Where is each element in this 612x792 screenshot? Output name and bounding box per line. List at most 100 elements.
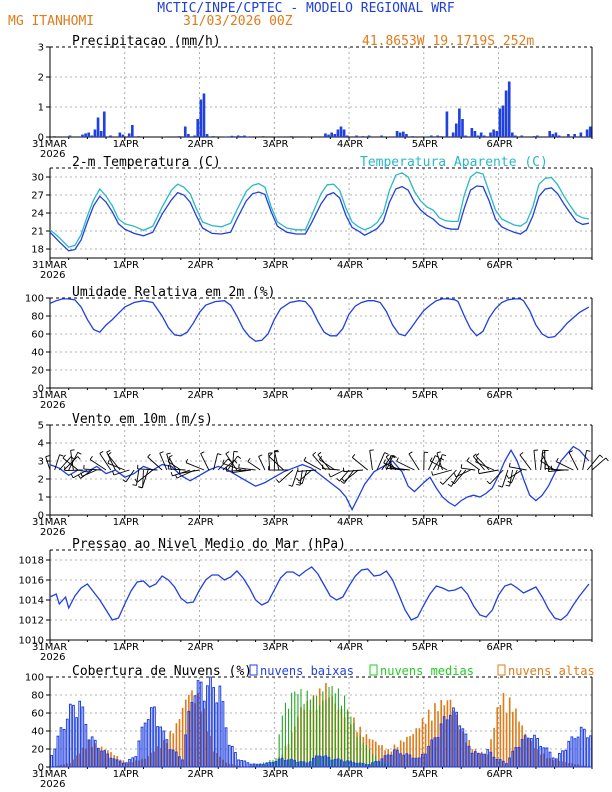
wind-barb <box>168 468 186 471</box>
x-tick-label: 2APR <box>188 642 214 653</box>
cloud-bar-high <box>231 764 234 767</box>
wind-barb <box>299 469 303 486</box>
x-tick-label: 31MAR <box>32 390 67 401</box>
precip-bar <box>224 136 228 137</box>
wind-barb <box>268 456 284 471</box>
precip-bar <box>261 136 265 137</box>
precip-bar <box>473 131 477 137</box>
cloud-bar-low <box>424 753 427 768</box>
wind-barb <box>113 469 130 476</box>
cloud-bar-high <box>583 765 586 767</box>
cloud-bar-high <box>197 693 200 767</box>
wind-barb <box>586 454 601 471</box>
precip-bar <box>205 134 209 137</box>
cloud-bar-low <box>420 753 424 768</box>
wind-barb <box>489 469 504 485</box>
wind-barb-flag <box>166 452 171 455</box>
wind-barb-flag <box>258 454 263 457</box>
wind-barb <box>339 469 350 482</box>
x-tick-label: 5APR <box>412 139 438 150</box>
precip-bar <box>345 135 349 137</box>
precip-bar <box>588 126 592 137</box>
cloud-bar-low <box>274 760 278 768</box>
wind-barb-flag <box>234 459 238 464</box>
x-tick-label: 1APR <box>113 260 139 271</box>
cloud-bar-low <box>290 758 293 768</box>
cloud-bar-mid <box>303 703 305 768</box>
precip-bar <box>398 132 402 137</box>
wind-barb <box>167 461 182 471</box>
cloud-bar-mid <box>322 691 324 768</box>
cloud-bar-low <box>405 753 409 768</box>
wind-barb <box>200 453 210 471</box>
cloud-bar-high <box>119 759 122 767</box>
cloud-bar-mid <box>359 735 361 768</box>
precip-bar <box>501 105 505 137</box>
cloud-bar-low <box>280 757 284 768</box>
precip-bar <box>342 129 346 137</box>
cloud-bar-high <box>421 718 424 767</box>
wind-barb-flag <box>408 451 413 455</box>
wind-barb <box>247 461 261 471</box>
cloud-bar-low <box>349 760 353 768</box>
x-tick-label: 5APR <box>412 260 438 271</box>
cloud-bar-mid <box>328 687 330 768</box>
cloud-bar-low <box>265 762 268 768</box>
cloud-bar-high <box>549 758 552 767</box>
cloud-bar-high <box>552 760 555 767</box>
precip-bar <box>240 136 243 137</box>
wind-barb-flag <box>498 485 503 488</box>
wind-barb-flag <box>556 457 559 462</box>
cloud-bar-low <box>65 718 69 768</box>
y-tick-label: 30 <box>31 173 44 184</box>
precip-bar <box>330 132 333 137</box>
precip-bar <box>274 136 277 137</box>
cloud-bar-low <box>445 719 449 768</box>
cloud-bar-mid <box>294 691 296 768</box>
y-tick-label: 1018 <box>19 556 44 567</box>
cloud-bar-low <box>321 756 325 768</box>
cloud-bar-low <box>159 726 163 768</box>
cloud-bar-high <box>571 763 573 767</box>
cloud-bar-high <box>580 765 583 767</box>
y-tick-label: 18 <box>31 245 44 256</box>
precip-bar <box>121 134 125 137</box>
location-label: MG ITANHOMI <box>8 14 94 29</box>
wind-barb <box>89 459 107 471</box>
cloud-bar-high <box>524 733 527 767</box>
wind-barb-flag <box>436 451 441 454</box>
cloud-bar-high <box>100 746 103 767</box>
cloud-bar-high <box>493 727 495 767</box>
wind-barb <box>222 462 242 471</box>
cloud-bar-low <box>501 760 505 768</box>
precip-bar <box>355 135 358 137</box>
y-tick-label: 1012 <box>19 616 44 627</box>
cloud-bar-low <box>153 706 156 768</box>
cloud-bar-high <box>515 708 517 767</box>
cloud-bar-low <box>259 763 262 768</box>
x-tick-label: 31MAR <box>32 517 67 528</box>
wind-barb-flag <box>200 451 205 454</box>
y-tick-label: 2 <box>38 475 44 486</box>
cloud-bar-low <box>318 755 321 768</box>
precip-bar <box>380 135 383 137</box>
cloud-bar-low <box>564 749 567 768</box>
cloud-bar-high <box>455 714 458 767</box>
cloud-bar-low <box>131 757 135 768</box>
y-tick-label: 40 <box>31 727 44 738</box>
wind-barb-flag <box>112 471 115 476</box>
wind-barb <box>72 469 88 479</box>
precip-bar <box>109 135 112 137</box>
wind-barb <box>343 469 355 484</box>
wind-barb-flag <box>486 480 491 485</box>
x-tick-label: 3APR <box>262 769 288 780</box>
cloud-bar-high <box>169 731 171 767</box>
cloud-bar-high <box>440 700 442 767</box>
wind-barb-flag <box>328 473 331 478</box>
wind-barb-flag <box>159 451 164 454</box>
precip-bar <box>579 132 583 137</box>
wind-barb <box>533 450 537 471</box>
precip-bar <box>327 134 330 137</box>
cloud-bar-low <box>467 745 471 768</box>
x-year-label: 2026 <box>40 270 65 281</box>
